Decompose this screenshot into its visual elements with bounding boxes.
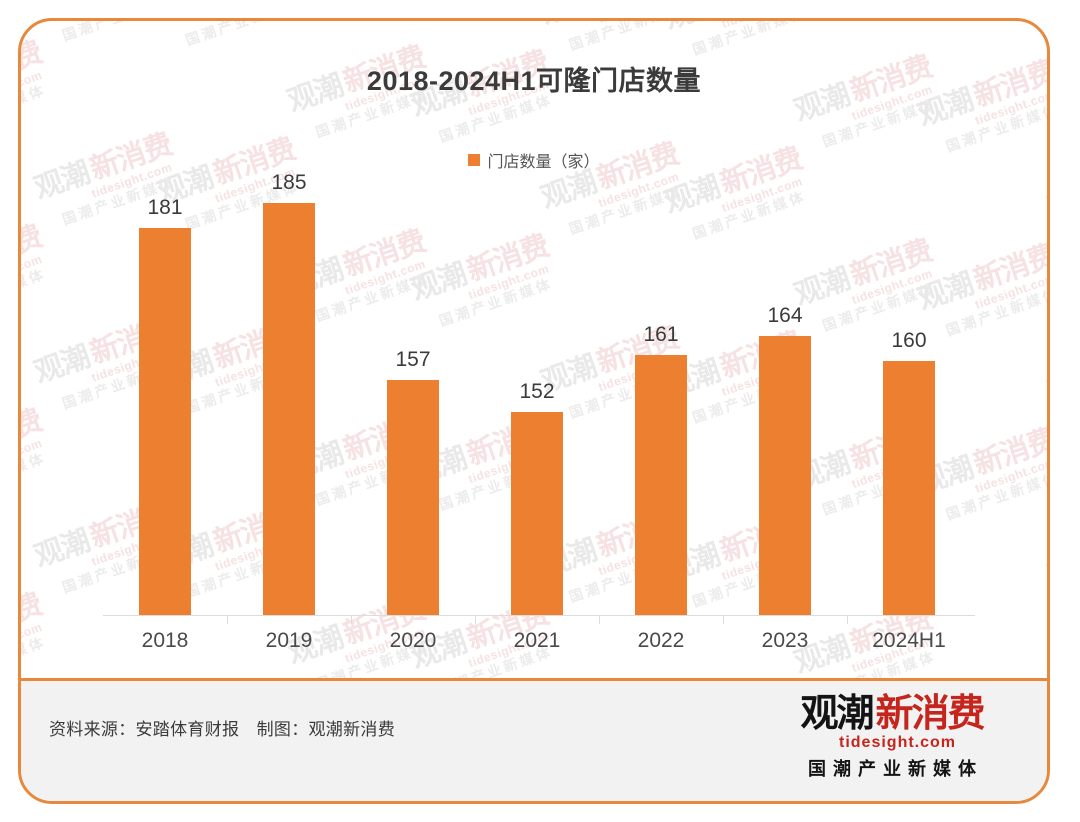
bar-slot: 157 bbox=[351, 171, 475, 615]
x-axis-tick bbox=[723, 615, 724, 624]
brand-logo: 观潮 新消费 tidesight.com 国潮产业新媒体 bbox=[767, 695, 1017, 778]
x-axis-tick-label: 2022 bbox=[637, 629, 685, 652]
bar-value-label: 181 bbox=[147, 196, 183, 220]
legend-label: 门店数量（家） bbox=[487, 154, 600, 171]
x-axis-tick-label: 2023 bbox=[761, 629, 809, 652]
x-axis-tick-label: 2020 bbox=[389, 629, 437, 652]
x-axis-tick-label: 2018 bbox=[141, 629, 189, 652]
bar[interactable] bbox=[635, 354, 687, 615]
x-axis-tick bbox=[475, 615, 476, 624]
x-axis-tick bbox=[847, 615, 848, 624]
logo-wordmark: 观潮 新消费 bbox=[767, 695, 1017, 733]
chart-footer: 资料来源：安踏体育财报 制图：观潮新消费 观潮 新消费 tidesight.co… bbox=[21, 678, 1047, 801]
x-axis-tick-label: 2019 bbox=[265, 629, 313, 652]
bar-slot: 164 bbox=[723, 171, 847, 615]
x-axis-labels: 2018 2019 2020 2021 2022 2023 2024H1 bbox=[103, 629, 971, 669]
chart-card: 观潮新消费tidesight.com国潮产业新媒体观潮新消费tidesight.… bbox=[18, 18, 1050, 804]
bar[interactable] bbox=[759, 335, 811, 615]
logo-text-red: 新消费 bbox=[875, 693, 986, 735]
bar[interactable] bbox=[883, 361, 935, 615]
x-axis-tick bbox=[599, 615, 600, 624]
bar-slot: 152 bbox=[475, 171, 599, 615]
bar[interactable] bbox=[139, 228, 191, 615]
logo-domain-text: tidesight.com bbox=[839, 734, 957, 751]
bar-slot: 161 bbox=[599, 171, 723, 615]
bar[interactable] bbox=[511, 412, 563, 615]
bar-value-label: 161 bbox=[643, 322, 679, 346]
legend-color-swatch-icon bbox=[468, 154, 481, 166]
chart-title: 2018-2024H1可隆门店数量 bbox=[366, 66, 702, 96]
bar-value-label: 152 bbox=[519, 380, 555, 404]
bar-value-label: 157 bbox=[395, 348, 431, 372]
chart-area: 2018-2024H1可隆门店数量 门店数量（家） 181 185 157 152 16… bbox=[21, 21, 1047, 679]
bar-slot: 160 bbox=[847, 171, 971, 615]
chart-legend: 门店数量（家） bbox=[21, 148, 1047, 172]
bar-value-label: 160 bbox=[891, 329, 927, 353]
logo-tagline-text: 国潮产业新媒体 bbox=[808, 759, 983, 779]
x-axis-line bbox=[103, 615, 975, 616]
x-axis-tick-label: 2021 bbox=[513, 629, 561, 652]
bar[interactable] bbox=[387, 380, 439, 615]
bar-slot: 181 bbox=[103, 171, 227, 615]
bar[interactable] bbox=[263, 202, 315, 615]
logo-text-black: 观潮 bbox=[800, 693, 874, 735]
bar-value-label: 185 bbox=[271, 170, 307, 194]
footer-source-text: 资料来源：安踏体育财报 制图：观潮新消费 bbox=[49, 720, 395, 739]
plot-region: 181 185 157 152 161 164 160 bbox=[103, 171, 971, 615]
bar-slot: 185 bbox=[227, 171, 351, 615]
x-axis-tick bbox=[351, 615, 352, 624]
x-axis-tick bbox=[227, 615, 228, 624]
bar-value-label: 164 bbox=[767, 303, 803, 327]
x-axis-tick-label: 2024H1 bbox=[872, 629, 946, 652]
